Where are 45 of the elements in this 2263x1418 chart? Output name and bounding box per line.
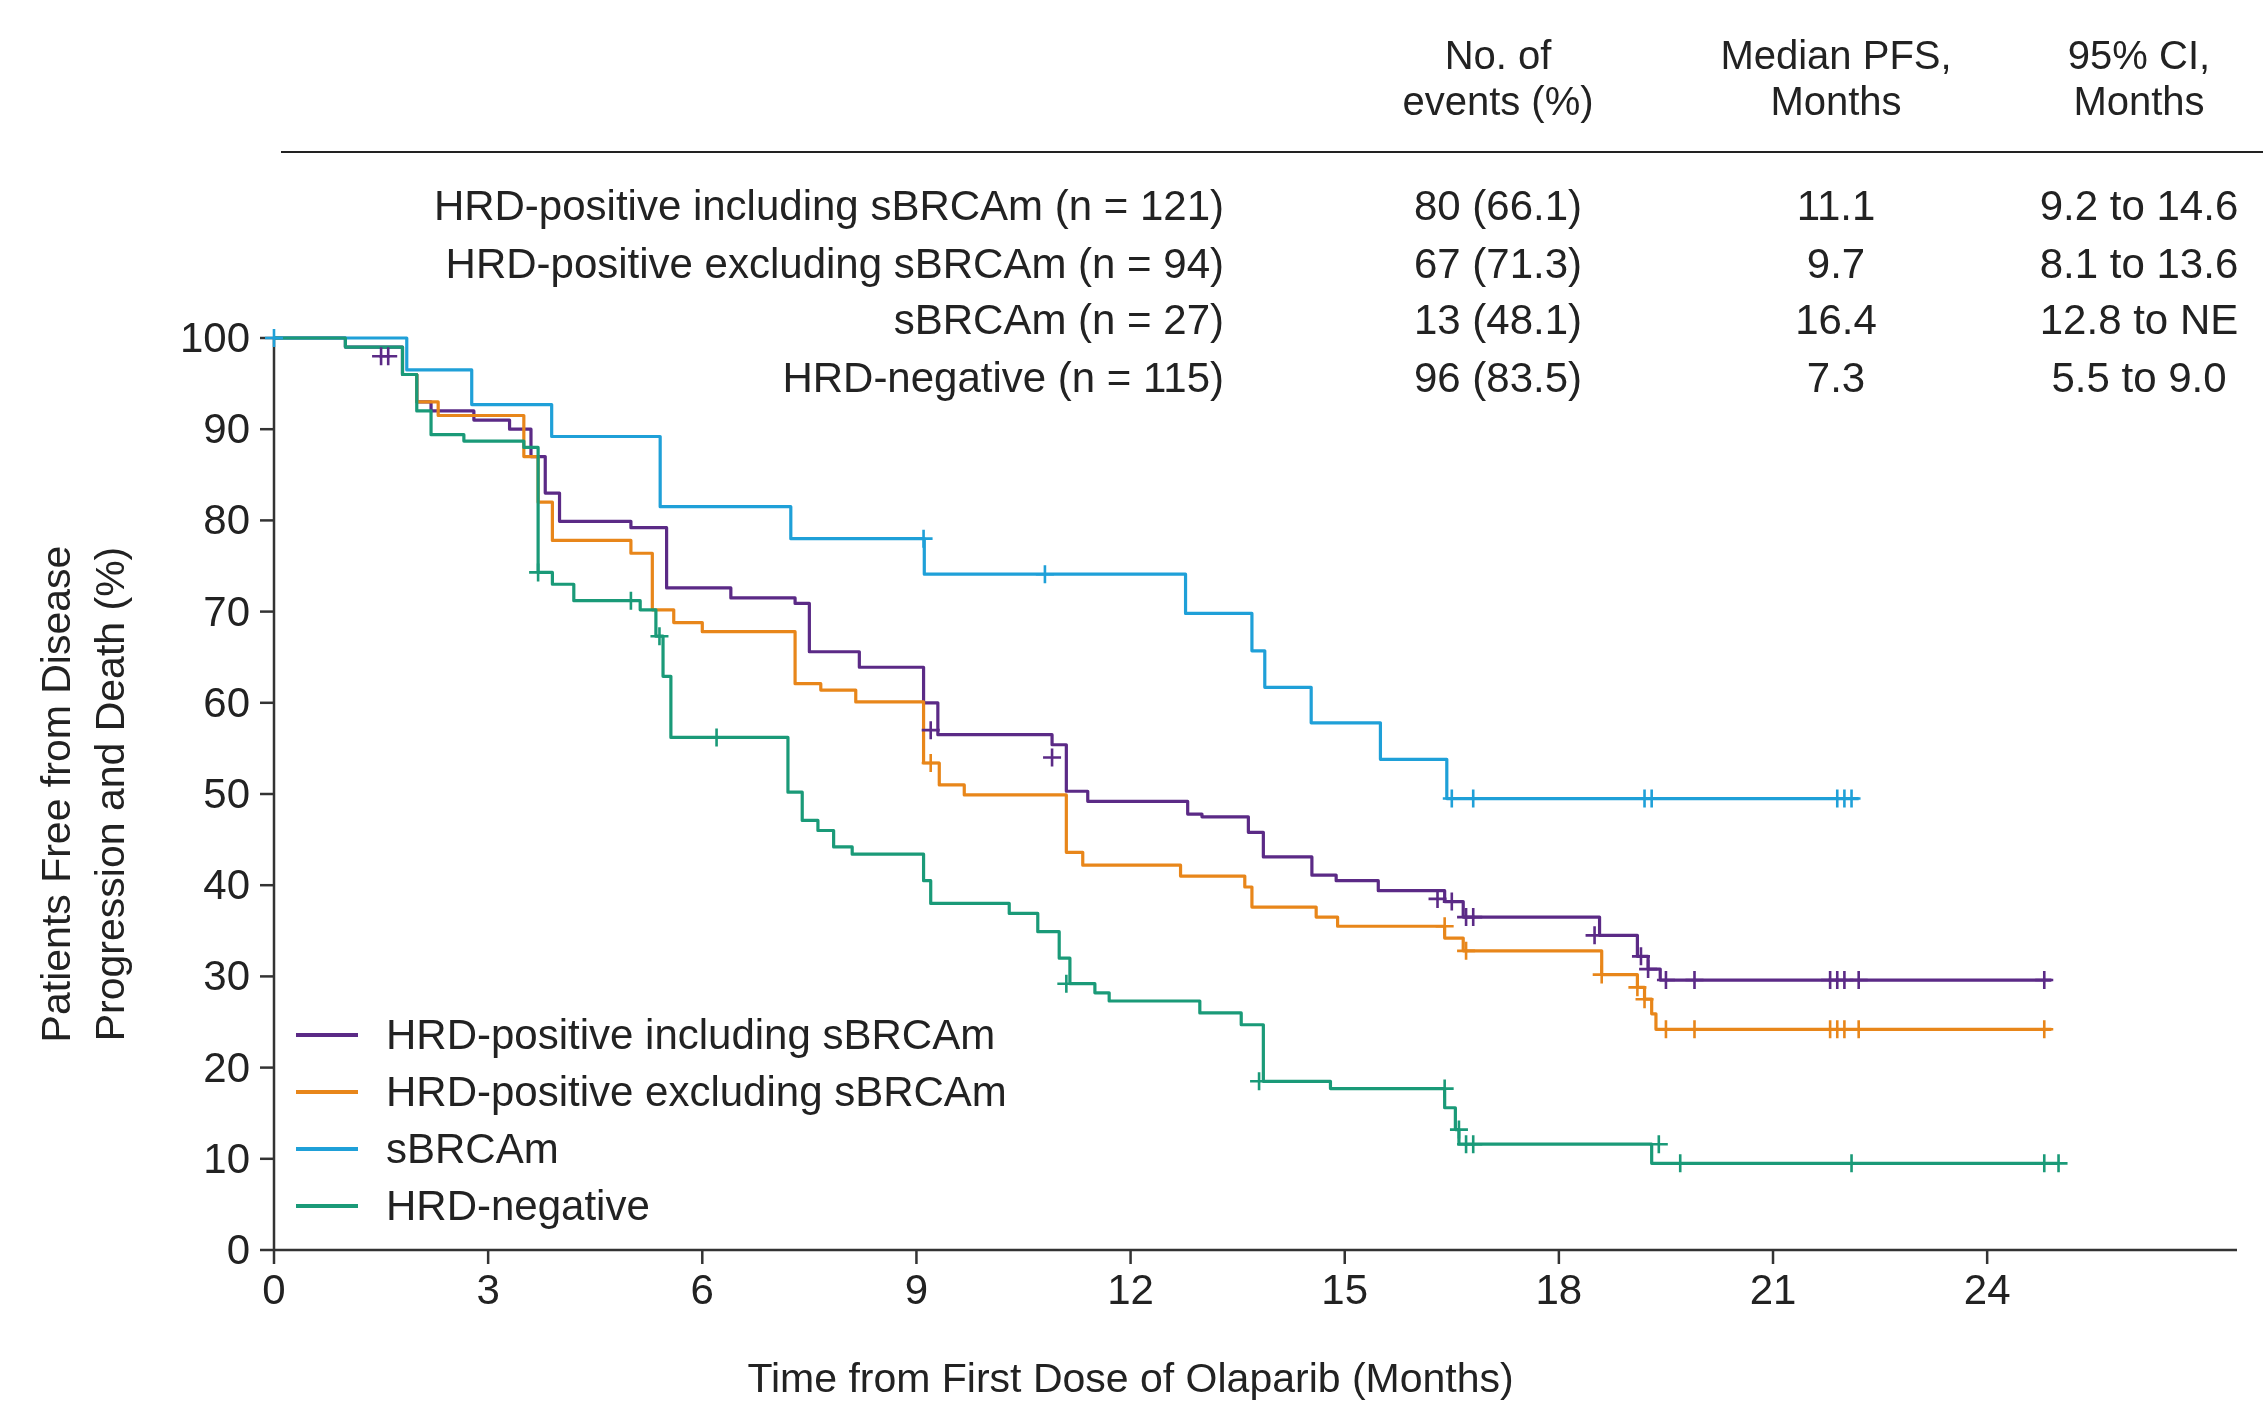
text: 11.1 [1796, 182, 1876, 229]
annotation: HRD-negative (n = 115) [782, 354, 1224, 401]
y-tick-label: 100 [179, 314, 250, 361]
x-tick-label: 3 [476, 1266, 500, 1313]
annotation: 16.4 [1795, 296, 1877, 343]
y-tick-label: 40 [203, 861, 250, 909]
annotation: sBRCAm (n = 27) [893, 296, 1224, 343]
x-tick-label: 24 [1963, 1266, 2011, 1313]
legend-label: HRD-positive excluding sBRCAm [386, 1068, 1007, 1115]
text: 80 (66.1) [1413, 182, 1583, 229]
text: 9.7 [1806, 240, 1866, 287]
y-tick-label: 30 [203, 952, 250, 1000]
x-axis-title: Time from First Dose of Olaparib (Months) [747, 1355, 1514, 1401]
text: 9.2 to 14.6 [2039, 182, 2239, 229]
y-tick-label: 0 [226, 1226, 250, 1273]
y-tick-label: 60 [203, 678, 250, 726]
y-tick-label: 80 [203, 496, 250, 544]
x-tick-label: 9 [904, 1266, 929, 1313]
text: HRD-positive including sBRCAm (n = 121) [433, 182, 1224, 229]
text: No. of events (%) [1402, 33, 1594, 123]
y-tick-label: 70 [203, 587, 250, 635]
y-tick-label: 10 [203, 1134, 250, 1182]
text: Median PFS, Months [1720, 33, 1952, 123]
x-tick-label: 12 [1107, 1266, 1154, 1313]
annotation: 12.8 to NE [2039, 296, 2239, 343]
x-tick-label: 15 [1321, 1266, 1369, 1313]
x-tick-label: 0 [262, 1266, 286, 1313]
y-tick-label: 90 [203, 405, 250, 453]
text: 8.1 to 13.6 [2039, 240, 2239, 287]
legend-label: HRD-positive including sBRCAm [386, 1011, 996, 1058]
annotation: 96 (83.5) [1413, 354, 1583, 401]
x-tick-label: 6 [690, 1266, 714, 1313]
y-tick-label: 50 [203, 770, 250, 817]
text: 67 (71.3) [1413, 240, 1583, 287]
legend-label: HRD-negative [386, 1182, 650, 1229]
y-axis-title: Patients Free from Disease Progression and Death (%) [33, 545, 133, 1043]
legend-label: sBRCAm [386, 1125, 559, 1172]
annotation: 5.5 to 9.0 [2051, 354, 2227, 401]
y-tick-label: 20 [203, 1043, 250, 1091]
annotation: 13 (48.1) [1413, 296, 1583, 343]
x-tick-label: 21 [1749, 1266, 1797, 1313]
x-tick-label: 18 [1535, 1266, 1583, 1313]
text: 95% CI, Months [2067, 33, 2211, 123]
annotation: 7.3 [1806, 354, 1866, 401]
text: HRD-positive excluding sBRCAm (n = 94) [445, 240, 1224, 287]
